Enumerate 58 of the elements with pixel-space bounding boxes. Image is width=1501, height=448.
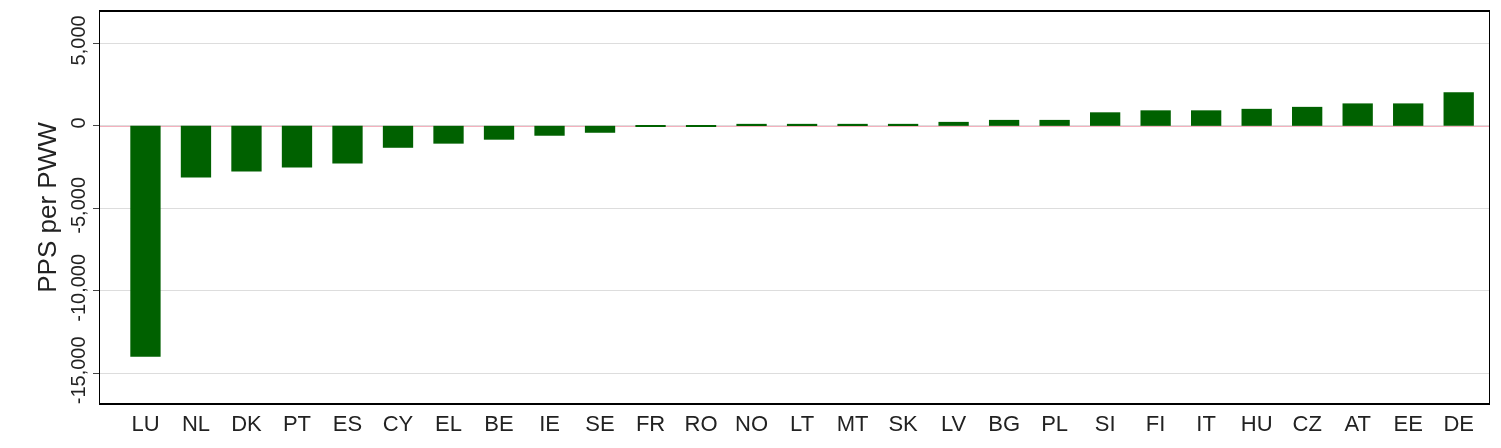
bar <box>584 125 616 133</box>
x-tick-label: LT <box>790 411 815 437</box>
x-tick-label: ES <box>332 411 363 437</box>
bar <box>988 119 1020 126</box>
bar <box>231 125 262 172</box>
bar <box>1140 110 1171 126</box>
x-tick-label: NL <box>181 411 211 437</box>
y-axis-title: PPS per PWW <box>32 121 63 293</box>
bar <box>786 123 818 126</box>
x-tick-label: SE <box>585 411 615 437</box>
x-tick-label: IE <box>539 411 560 437</box>
x-tick-label: SI <box>1094 411 1116 437</box>
bar <box>1039 119 1070 126</box>
x-tick-label: HU <box>1240 411 1273 437</box>
x-tick-label: DK <box>231 411 263 437</box>
bar <box>180 125 212 178</box>
y-tick-label: -5,000 <box>67 176 89 234</box>
bar <box>1191 110 1222 126</box>
bar <box>1443 92 1474 126</box>
bar <box>938 121 969 126</box>
x-tick-label: PT <box>282 411 312 437</box>
x-tick-label: FR <box>635 411 666 437</box>
x-tick-label: IT <box>1196 411 1216 437</box>
bar <box>887 123 919 126</box>
y-tick-label: -10,000 <box>67 253 89 322</box>
y-tick-label: 0 <box>67 117 89 129</box>
x-tick-label: LV <box>940 411 967 437</box>
bar <box>483 125 515 140</box>
y-tick-label: 5,000 <box>67 15 89 66</box>
x-tick-label: RO <box>684 411 718 437</box>
x-tick-label: DE <box>1443 411 1474 437</box>
bar <box>281 125 313 168</box>
bar <box>332 125 363 164</box>
x-tick-label: NO <box>735 411 769 437</box>
x-tick-label: EE <box>1393 411 1423 437</box>
x-tick-label: BG <box>988 411 1021 437</box>
x-tick-label: MT <box>836 411 869 437</box>
x-tick-label: SK <box>888 411 919 437</box>
bar <box>534 125 565 136</box>
bar <box>1089 112 1121 126</box>
bar <box>837 123 868 126</box>
x-tick-label: LU <box>131 411 160 437</box>
bar <box>736 123 767 126</box>
x-tick-label: BE <box>484 411 514 437</box>
y-tick-label: -15,000 <box>67 336 89 405</box>
bar <box>1393 103 1424 126</box>
x-tick-label: AT <box>1344 411 1371 437</box>
bar <box>130 125 161 357</box>
x-tick-label: CZ <box>1292 411 1322 437</box>
x-tick-label: CY <box>382 411 414 437</box>
bar <box>433 125 464 144</box>
x-tick-label: EL <box>435 411 462 437</box>
x-tick-label: PL <box>1041 411 1069 437</box>
bar <box>1342 103 1373 126</box>
bar <box>1292 106 1323 126</box>
bar <box>1241 108 1272 126</box>
bar <box>382 125 414 148</box>
x-tick-label: FI <box>1145 411 1166 437</box>
